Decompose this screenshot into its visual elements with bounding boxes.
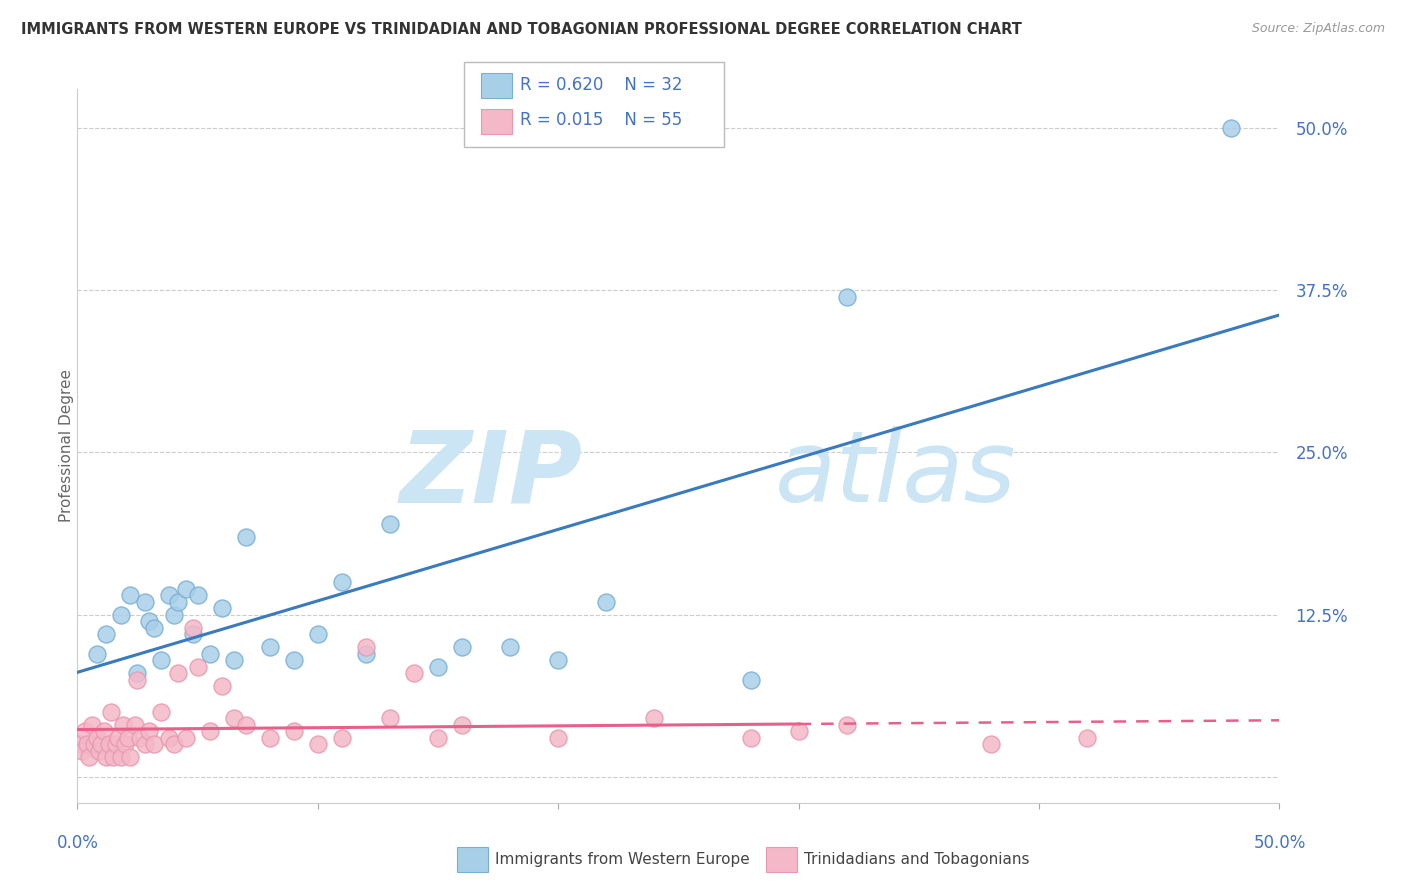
Point [307,738,329,752]
Point [980,738,1002,752]
Point [80,718,103,732]
Text: 0.0%: 0.0% [56,834,98,852]
Point [150,705,173,719]
Point [138,724,160,739]
Point [117,731,139,745]
Point [127,673,149,687]
Point [283,653,305,667]
Point [222,711,245,725]
Point [110,607,132,622]
Point [499,640,522,654]
Point [402,666,425,681]
Point [128,731,150,745]
Point [157,731,180,745]
Point [167,595,190,609]
Point [427,659,450,673]
Point [427,731,450,745]
Point [143,621,166,635]
Point [104,738,127,752]
Point [451,718,474,732]
Point [107,731,129,745]
Point [835,290,858,304]
Point [157,588,180,602]
Point [330,731,353,745]
Text: R = 0.015    N = 55: R = 0.015 N = 55 [520,112,682,129]
Point [222,653,245,667]
Point [110,750,132,764]
Text: R = 0.620    N = 32: R = 0.620 N = 32 [520,76,683,94]
Point [198,724,221,739]
Point [93,724,115,739]
Point [1076,731,1098,745]
Point [378,711,401,725]
Text: atlas: atlas [775,426,1017,523]
Point [114,738,136,752]
Point [547,653,569,667]
Point [111,718,134,732]
Point [120,750,142,764]
Text: Trinidadians and Tobagonians: Trinidadians and Tobagonians [804,853,1029,867]
Point [354,647,377,661]
Point [643,711,665,725]
Point [73,724,96,739]
Point [547,731,569,745]
Point [127,666,149,681]
Point [835,718,858,732]
Point [740,673,762,687]
Point [259,640,281,654]
Point [354,640,377,654]
Point [96,627,118,641]
Point [283,724,305,739]
Y-axis label: Professional Degree: Professional Degree [59,369,73,523]
Point [378,516,401,531]
Point [86,731,108,745]
Point [451,640,474,654]
Point [595,595,617,609]
Point [86,647,108,661]
Point [167,666,190,681]
Point [90,738,112,752]
Point [76,738,98,752]
Point [174,731,197,745]
Point [235,530,257,544]
Point [162,738,184,752]
Point [235,718,257,732]
Point [138,614,160,628]
Point [740,731,762,745]
Point [186,588,209,602]
Point [124,718,146,732]
Point [198,647,221,661]
Point [87,744,110,758]
Point [96,750,118,764]
Point [69,738,91,752]
Text: 50.0%: 50.0% [1253,834,1306,852]
Point [211,601,233,615]
Point [211,679,233,693]
Point [307,627,329,641]
Point [103,750,125,764]
Text: ZIP: ZIP [399,426,582,523]
Point [150,653,173,667]
Point [174,582,197,596]
Text: Immigrants from Western Europe: Immigrants from Western Europe [495,853,749,867]
Point [120,588,142,602]
Point [181,621,204,635]
Point [1220,121,1243,136]
Point [134,595,156,609]
Point [70,744,93,758]
Point [330,575,353,590]
Point [787,724,810,739]
Text: Source: ZipAtlas.com: Source: ZipAtlas.com [1251,22,1385,36]
Point [162,607,184,622]
Point [186,659,209,673]
Point [97,738,120,752]
Point [143,738,166,752]
Point [100,705,122,719]
Point [134,738,156,752]
Point [79,750,101,764]
Point [83,738,105,752]
Point [259,731,281,745]
Point [181,627,204,641]
Text: IMMIGRANTS FROM WESTERN EUROPE VS TRINIDADIAN AND TOBAGONIAN PROFESSIONAL DEGREE: IMMIGRANTS FROM WESTERN EUROPE VS TRINID… [21,22,1022,37]
